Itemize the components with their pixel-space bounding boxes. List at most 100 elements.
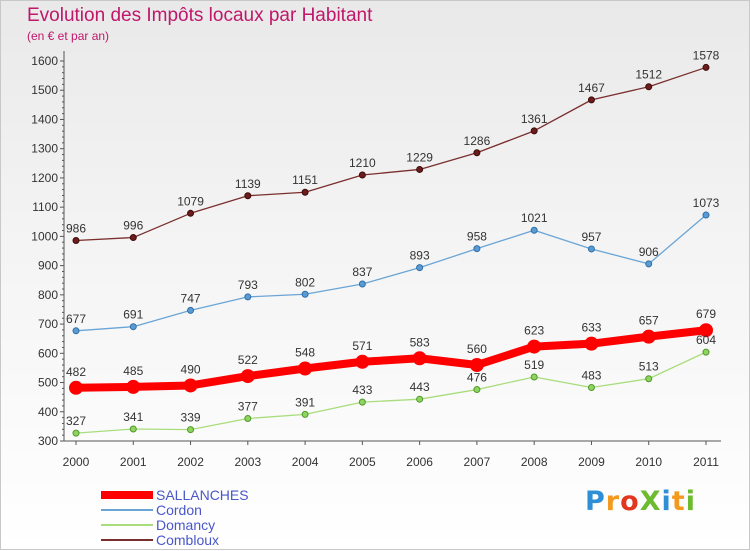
logo-letter: X (639, 486, 662, 517)
y-tick-label: 900 (38, 259, 58, 273)
data-label-cordon: 677 (66, 312, 86, 326)
logo-letter: P (585, 486, 606, 517)
data-point-sallanches (126, 379, 141, 394)
data-label-sallanches: 522 (238, 353, 258, 367)
data-label-domancy: 433 (352, 383, 372, 397)
data-point-sallanches (298, 361, 313, 376)
legend-item-cordon: Cordon (101, 502, 301, 518)
chart-title: Evolution des Impôts locaux par Habitant (27, 5, 373, 26)
data-label-combloux: 1079 (177, 194, 204, 208)
chart-series (69, 63, 713, 437)
data-point-cordon (587, 245, 595, 253)
data-point-domancy (645, 375, 653, 383)
data-label-cordon: 893 (410, 249, 430, 263)
legend-swatch (101, 509, 153, 511)
x-tick-label: 2004 (292, 455, 319, 469)
data-point-sallanches (183, 378, 198, 393)
legend-item-domancy: Domancy (101, 517, 301, 533)
data-label-sallanches: 657 (639, 314, 659, 328)
y-tick-label: 700 (38, 317, 58, 331)
data-point-domancy (473, 386, 481, 394)
data-label-domancy: 476 (467, 371, 487, 385)
y-tick-label: 400 (38, 405, 58, 419)
y-tick-label: 1600 (31, 54, 58, 68)
data-label-combloux: 1210 (349, 156, 376, 170)
proxiti-logo: ProXiti (585, 486, 696, 517)
data-point-domancy (301, 410, 309, 418)
logo-letter: t (671, 486, 686, 517)
x-tick-label: 2008 (521, 455, 548, 469)
data-label-sallanches: 583 (410, 335, 430, 349)
data-label-combloux: 986 (66, 221, 86, 235)
legend-swatch (101, 524, 153, 526)
data-label-cordon: 957 (581, 230, 601, 244)
data-label-sallanches: 679 (696, 307, 716, 321)
data-label-cordon: 747 (181, 291, 201, 305)
data-point-combloux (72, 236, 80, 244)
data-point-combloux (358, 171, 366, 179)
data-point-cordon (416, 264, 424, 272)
data-label-domancy: 377 (238, 399, 258, 413)
data-point-combloux (645, 83, 653, 91)
data-point-combloux (587, 96, 595, 104)
data-point-cordon (473, 245, 481, 253)
data-point-sallanches (240, 369, 255, 384)
data-label-sallanches: 560 (467, 342, 487, 356)
data-point-cordon (72, 327, 80, 335)
x-tick-label: 2007 (464, 455, 491, 469)
data-label-sallanches: 485 (123, 364, 143, 378)
series-line-cordon (75, 214, 707, 332)
y-tick-label: 1300 (31, 142, 58, 156)
data-point-combloux (187, 209, 195, 217)
data-point-cordon (702, 211, 710, 219)
data-label-domancy: 604 (696, 333, 716, 347)
data-point-combloux (301, 188, 309, 196)
legend-label: SALLANCHES (156, 487, 249, 503)
data-label-cordon: 837 (352, 265, 372, 279)
data-point-cordon (244, 293, 252, 301)
data-point-combloux (702, 63, 710, 71)
series-line-domancy (75, 351, 707, 434)
data-label-cordon: 802 (295, 275, 315, 289)
data-label-combloux: 1229 (406, 150, 433, 164)
data-point-combloux (530, 127, 538, 135)
data-label-combloux: 1467 (578, 81, 605, 95)
data-point-domancy (72, 429, 80, 437)
x-tick-label: 2001 (120, 455, 147, 469)
x-tick-label: 2002 (177, 455, 204, 469)
x-tick-label: 2000 (63, 455, 90, 469)
data-point-combloux (473, 149, 481, 157)
series-line-combloux (75, 66, 707, 242)
data-label-combloux: 1286 (464, 134, 491, 148)
data-point-cordon (530, 226, 538, 234)
data-point-sallanches (355, 354, 370, 369)
data-label-domancy: 483 (581, 369, 601, 383)
chart-axes: 300 400 500 600 700 800 900 1000 1100 1200 1300 140… (31, 51, 721, 469)
data-label-combloux: 1361 (521, 112, 548, 126)
legend-swatch (101, 491, 153, 499)
data-point-sallanches (699, 323, 713, 338)
data-label-domancy: 513 (639, 360, 659, 374)
data-label-cordon: 691 (123, 308, 143, 322)
data-point-combloux (244, 192, 252, 200)
x-tick-label: 2010 (635, 455, 662, 469)
logo-letter: i (661, 486, 672, 517)
y-tick-label: 1000 (31, 229, 58, 243)
y-tick-label: 1400 (31, 112, 58, 126)
data-point-domancy (702, 348, 710, 356)
data-point-sallanches (641, 329, 656, 344)
data-point-cordon (129, 323, 137, 331)
data-label-combloux: 1512 (635, 68, 662, 82)
data-point-sallanches (469, 358, 484, 372)
x-tick-label: 2006 (406, 455, 433, 469)
data-point-combloux (129, 234, 137, 242)
x-tick-label: 2003 (234, 455, 261, 469)
data-label-domancy: 341 (123, 410, 143, 424)
data-label-sallanches: 571 (352, 339, 372, 353)
data-point-domancy (416, 395, 424, 403)
data-point-cordon (645, 260, 653, 268)
data-point-domancy (358, 398, 366, 406)
data-point-domancy (530, 373, 538, 381)
data-point-combloux (416, 165, 424, 173)
y-tick-label: 500 (38, 376, 58, 390)
